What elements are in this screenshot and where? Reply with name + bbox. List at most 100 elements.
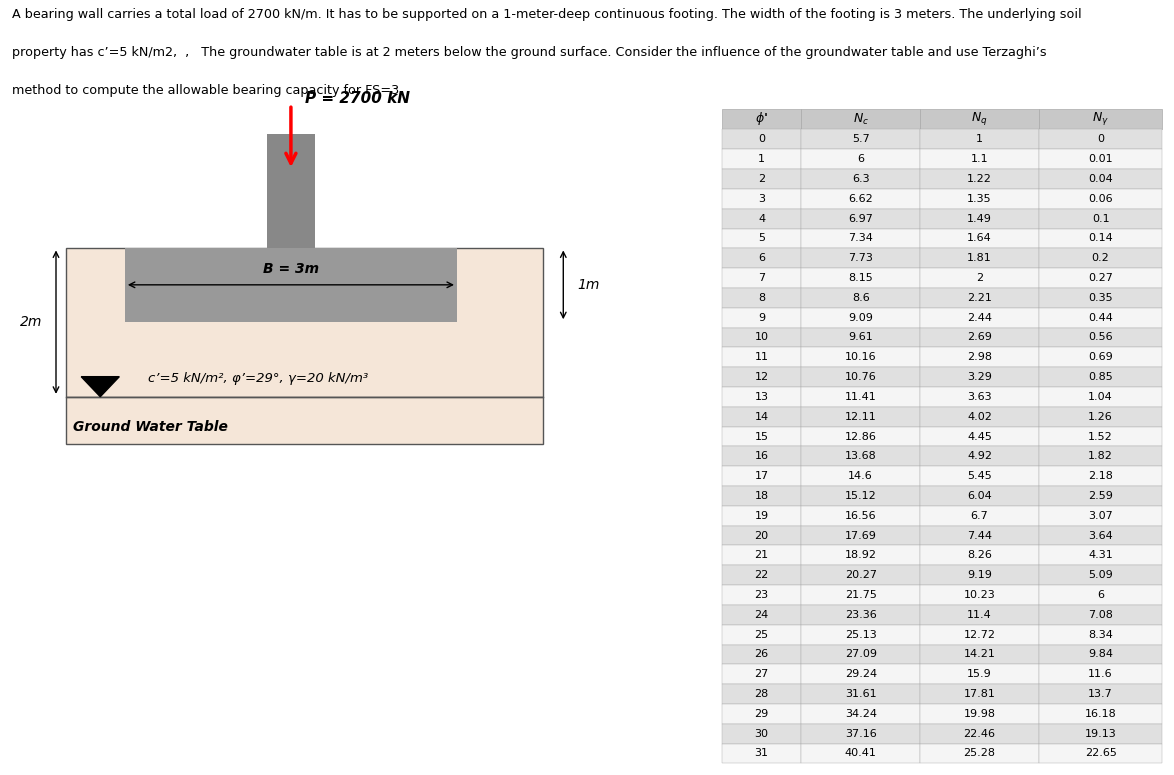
Bar [920,724,1039,743]
Bar [1039,724,1162,743]
Text: 3: 3 [758,194,765,204]
Bar [66,397,542,444]
Text: 17.81: 17.81 [964,689,996,699]
Bar [920,664,1039,684]
Bar [722,704,801,724]
Text: 0: 0 [1098,134,1104,144]
Text: 11.41: 11.41 [845,392,877,402]
Text: 0.27: 0.27 [1088,273,1113,283]
Text: 0.2: 0.2 [1092,253,1109,264]
Bar [920,565,1039,585]
Bar [920,684,1039,704]
Text: 14.21: 14.21 [964,649,996,660]
Bar [1039,704,1162,724]
Bar [920,248,1039,268]
Bar [722,486,801,506]
Bar [920,308,1039,328]
Bar [1039,367,1162,387]
Bar [722,347,801,367]
Bar [722,525,801,546]
Bar [801,288,920,308]
Bar [722,467,801,486]
Bar [1039,129,1162,150]
Text: 19.13: 19.13 [1085,728,1116,739]
Text: 0.06: 0.06 [1088,194,1113,204]
Bar [722,565,801,585]
Text: 0.56: 0.56 [1088,332,1113,343]
Bar [920,446,1039,467]
Text: 29.24: 29.24 [844,670,877,679]
Bar [920,525,1039,546]
Text: 12.86: 12.86 [845,432,877,442]
Text: 8: 8 [758,293,765,303]
Bar [801,150,920,169]
Text: 24: 24 [755,610,769,620]
Text: 12: 12 [755,372,769,382]
Bar [722,743,801,763]
Text: 27.09: 27.09 [844,649,877,660]
Text: 4.45: 4.45 [967,432,992,442]
Text: 18.92: 18.92 [844,550,877,560]
Bar [1039,189,1162,208]
Bar [920,605,1039,625]
Bar [920,387,1039,407]
Text: 19.98: 19.98 [964,709,996,719]
Bar [920,426,1039,446]
Text: 2: 2 [976,273,983,283]
Text: 3.64: 3.64 [1088,531,1113,540]
Bar [801,446,920,467]
Bar [801,565,920,585]
Bar [801,109,920,129]
Bar [801,248,920,268]
Text: 26: 26 [755,649,769,660]
Text: 16.56: 16.56 [845,511,877,521]
Bar [1039,288,1162,308]
Bar [920,645,1039,664]
Bar [1039,467,1162,486]
Text: 1.26: 1.26 [1088,412,1113,422]
Text: 2: 2 [758,174,765,184]
Text: 15.12: 15.12 [845,491,877,501]
Text: 1: 1 [976,134,983,144]
Bar [801,308,920,328]
Bar [1039,645,1162,664]
Text: 1.49: 1.49 [967,214,992,224]
Text: 22.46: 22.46 [964,728,996,739]
Bar [801,724,920,743]
Text: 0.1: 0.1 [1092,214,1109,224]
Text: 4.02: 4.02 [967,412,992,422]
Text: $N_\gamma$: $N_\gamma$ [1092,111,1109,127]
Text: 30: 30 [755,728,769,739]
Text: 0.01: 0.01 [1088,154,1113,164]
Text: 12.72: 12.72 [964,629,996,639]
Bar [920,189,1039,208]
Bar [1039,565,1162,585]
Bar [801,546,920,565]
Text: 0.14: 0.14 [1088,233,1113,243]
Text: $\phi$': $\phi$' [755,111,768,127]
Text: 8.34: 8.34 [1088,629,1113,639]
Text: 1.81: 1.81 [967,253,992,264]
Text: 7.44: 7.44 [967,531,992,540]
Bar [722,308,801,328]
Bar [722,407,801,426]
Text: 11: 11 [755,353,769,362]
Text: 9: 9 [758,312,765,322]
Text: 12.11: 12.11 [845,412,877,422]
Bar [1039,407,1162,426]
Text: 10.23: 10.23 [964,590,996,600]
Bar [801,625,920,645]
Text: 0.44: 0.44 [1088,312,1113,322]
Text: 0.04: 0.04 [1088,174,1113,184]
Text: 14: 14 [755,412,769,422]
Text: 20.27: 20.27 [844,570,877,580]
Text: 2.59: 2.59 [1088,491,1113,501]
Bar [722,546,801,565]
Text: 4.92: 4.92 [967,451,992,461]
Text: 25.28: 25.28 [964,749,996,759]
Text: 22.65: 22.65 [1085,749,1116,759]
Text: 4: 4 [758,214,765,224]
Bar [1039,486,1162,506]
Text: c’=5 kN/m², φ’=29°, γ=20 kN/m³: c’=5 kN/m², φ’=29°, γ=20 kN/m³ [148,372,369,385]
Text: 17: 17 [755,471,769,481]
